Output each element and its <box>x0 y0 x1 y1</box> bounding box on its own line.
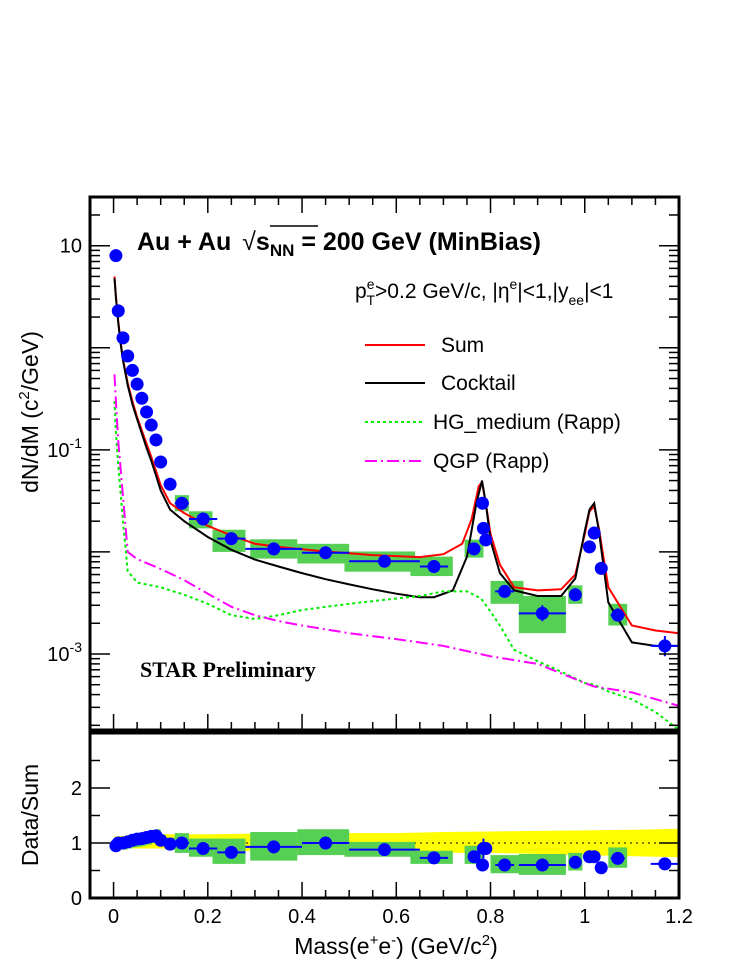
data-point <box>111 304 125 318</box>
x-tick-label: 1 <box>579 906 590 928</box>
data-point <box>130 377 144 391</box>
data-point <box>144 418 158 432</box>
data-point <box>154 455 168 469</box>
data-point <box>319 546 333 560</box>
x-tick-label: 0.8 <box>477 906 505 928</box>
ratio-data-points <box>109 829 672 875</box>
ratio-point <box>267 840 281 854</box>
ratio-point <box>175 836 189 850</box>
ratio-y-tick-label: 1 <box>71 833 82 855</box>
main-plot-frame <box>90 197 679 730</box>
ratio-point <box>476 858 490 872</box>
ratio-plot-frame <box>90 733 679 898</box>
ratio-point <box>427 851 441 865</box>
legend-label-sum: Sum <box>441 334 484 357</box>
main-y-tick-label: 10-1 <box>47 435 82 462</box>
x-tick-label: 0 <box>108 906 119 928</box>
main-y-tick-exponent: -3 <box>70 639 83 655</box>
ratio-point <box>319 836 333 850</box>
x-tick-label: 0.2 <box>194 906 222 928</box>
data-point <box>476 521 490 535</box>
data-point <box>427 559 441 573</box>
main-data-points <box>109 249 672 653</box>
ratio-y-tick-label: 0 <box>71 888 82 910</box>
legend: Sum Cocktail HG_medium (Rapp) QGP (Rapp) <box>365 334 621 473</box>
data-point <box>587 526 601 540</box>
legend-entry-sum: Sum <box>365 334 484 357</box>
x-tick-label: 0.6 <box>382 906 410 928</box>
data-point <box>121 349 135 363</box>
ratio-point <box>196 842 210 855</box>
data-point <box>267 542 281 556</box>
data-point <box>224 532 238 546</box>
ratio-point <box>224 845 238 859</box>
data-point <box>594 561 608 575</box>
ratio-point <box>611 851 625 865</box>
curve-cocktail <box>113 278 679 647</box>
data-point <box>535 606 549 620</box>
ratio-point <box>498 858 512 872</box>
chart-title: Au + Au √sNN = 200 GeV (MinBias) <box>137 228 541 260</box>
ratio-point <box>587 850 601 864</box>
ratio-plot-border <box>88 731 681 900</box>
main-y-tick-mantissa: 10 <box>47 440 69 462</box>
ratio-point <box>568 855 582 869</box>
data-point <box>611 608 625 622</box>
main-y-tick-exponent: -1 <box>70 435 83 451</box>
ratio-point <box>479 842 493 855</box>
x-tick-label: 1.2 <box>665 906 693 928</box>
data-point <box>135 391 149 405</box>
legend-label-qgp: QGP (Rapp) <box>433 450 549 473</box>
cuts-label: pe T>0.2 GeV/c, |ηe|<1,|yee|<1 <box>355 276 613 308</box>
data-point <box>568 588 582 602</box>
main-y-tick-label: 10 <box>60 236 82 258</box>
title-rest: = 200 GeV (MinBias) <box>294 228 541 256</box>
ratio-point <box>467 850 481 864</box>
data-point <box>149 433 163 447</box>
x-axis-title: Mass(e+e-) (GeV/c2) <box>294 932 498 959</box>
data-point <box>476 496 490 510</box>
data-point <box>479 533 493 547</box>
main-plot-border <box>88 195 681 732</box>
x-tick-label: 0.4 <box>288 906 316 928</box>
main-model-curves <box>113 276 679 730</box>
data-point <box>163 477 177 491</box>
legend-label-cocktail: Cocktail <box>441 372 516 395</box>
data-point <box>196 512 210 526</box>
main-y-tick-mantissa: 10 <box>60 236 82 258</box>
ratio-point <box>658 857 672 871</box>
legend-label-hg: HG_medium (Rapp) <box>433 411 621 434</box>
title-sub: NN <box>270 241 295 260</box>
data-point <box>378 554 391 568</box>
ratio-point <box>594 861 608 875</box>
data-point <box>498 584 512 598</box>
curve-qgp-rapp <box>113 374 679 707</box>
data-point <box>109 249 123 263</box>
title-system: Au + Au <box>137 228 231 256</box>
data-point <box>116 331 130 345</box>
ratio-y-axis-title: Data/Sum <box>17 764 43 866</box>
main-y-tick-mantissa: 10 <box>47 644 69 666</box>
data-point <box>582 540 596 554</box>
legend-entry-hg: HG_medium (Rapp) <box>365 411 621 434</box>
ratio-point <box>378 843 391 857</box>
main-y-axis-title: dN/dM (c2/GeV) <box>16 331 43 493</box>
ratio-point <box>163 837 177 851</box>
preliminary-label: STAR Preliminary <box>140 657 316 682</box>
data-point <box>175 496 189 510</box>
data-point <box>125 363 139 377</box>
data-point <box>140 405 154 419</box>
data-point <box>467 542 481 556</box>
title-sqrt: s <box>256 228 270 256</box>
ratio-y-tick-label: 2 <box>71 778 82 800</box>
main-y-tick-label: 10-3 <box>47 639 82 666</box>
legend-entry-qgp: QGP (Rapp) <box>365 450 549 473</box>
data-point <box>658 639 672 653</box>
ratio-panel: 0 1 2 0 0.2 0.4 0.6 0.8 1 1.2 Data/Sum Mass(e+e-… <box>17 731 693 959</box>
legend-entry-cocktail: Cocktail <box>365 372 516 395</box>
ratio-point <box>535 858 549 872</box>
